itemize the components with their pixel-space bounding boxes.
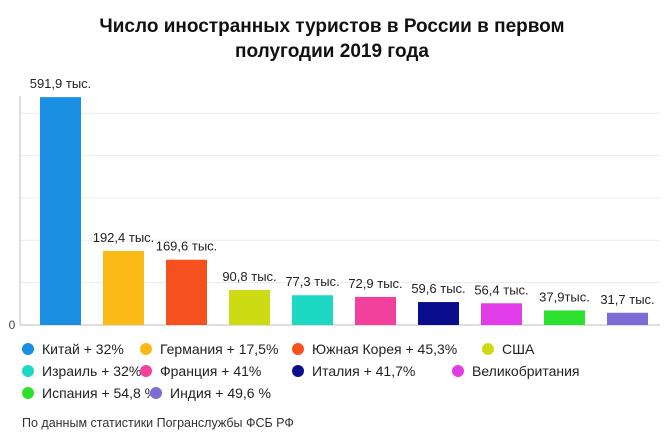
legend-item: Великобритания	[452, 363, 632, 379]
chart-title-line-2: полугодии 2019 года	[235, 41, 429, 62]
legend-item: Франция + 41%	[140, 363, 292, 379]
legend-item: Испания + 54,8 %	[22, 385, 157, 401]
legend-item: США	[482, 341, 632, 357]
legend-color-dot	[292, 343, 304, 355]
legend-label: Великобритания	[472, 363, 580, 379]
bar-value-label: 56,4 тыс.	[474, 282, 528, 297]
bar-8	[481, 303, 522, 325]
bar-2	[103, 250, 144, 325]
legend-color-dot	[452, 365, 464, 377]
bar-1	[40, 97, 81, 325]
bar-7	[418, 302, 459, 325]
source-note: По данным статистики Погранслужбы ФСБ РФ	[22, 416, 294, 430]
legend-color-dot	[140, 365, 152, 377]
bar-9	[544, 310, 585, 325]
legend-item: Южная Корея + 45,3%	[292, 341, 482, 357]
bar-value-label: 72,9 тыс.	[348, 276, 402, 291]
bar-value-label: 90,8 тыс.	[222, 269, 276, 284]
legend-color-dot	[292, 365, 304, 377]
legend-label: Италия + 41,7%	[312, 363, 416, 379]
bar-4	[229, 290, 270, 325]
legend-item: Китай + 32%	[22, 341, 140, 357]
bar-5	[292, 295, 333, 325]
legend-label: США	[502, 341, 535, 357]
legend-item: Индия + 49,6 %	[150, 385, 350, 401]
legend-label: Испания + 54,8 %	[42, 385, 158, 401]
legend-label: Южная Корея + 45,3%	[312, 341, 458, 357]
legend-color-dot	[22, 365, 34, 377]
legend-color-dot	[22, 343, 34, 355]
chart-title: Число иностранных туристов в России в пе…	[0, 14, 664, 64]
bar-10	[607, 312, 648, 325]
bar-value-label: 59,6 тыс.	[411, 281, 465, 296]
y-tick-label: 0	[9, 318, 16, 332]
bar-value-label: 37,9тыс.	[539, 289, 590, 304]
legend-item: Италия + 41,7%	[292, 363, 452, 379]
legend-row: Израиль + 32% Франция + 41% Италия + 41,7%…	[22, 360, 652, 382]
legend-color-dot	[482, 343, 494, 355]
legend-row: Китай + 32% Германия + 17,5% Южная Корея +…	[22, 338, 652, 360]
chart-title-line-1: Число иностранных туристов в России в пе…	[99, 16, 565, 37]
legend-label: Израиль + 32%	[42, 363, 142, 379]
legend-label: Франция + 41%	[160, 363, 262, 379]
chart-legend: Китай + 32% Германия + 17,5% Южная Корея +…	[22, 338, 652, 404]
bar-6	[355, 296, 396, 325]
legend-color-dot	[140, 343, 152, 355]
bar-value-label: 169,6 тыс.	[156, 239, 218, 254]
legend-color-dot	[22, 387, 34, 399]
legend-color-dot	[150, 387, 162, 399]
legend-item: Израиль + 32%	[22, 363, 142, 379]
legend-item: Германия + 17,5%	[140, 341, 292, 357]
bar-value-label: 31,7 тыс.	[600, 292, 654, 307]
bar-value-label: 77,3 тыс.	[285, 274, 339, 289]
bar-value-label: 591,9 тыс.	[30, 76, 92, 91]
bar-3	[166, 259, 207, 325]
legend-row: Испания + 54,8 % Индия + 49,6 %	[22, 382, 652, 404]
legend-label: Индия + 49,6 %	[170, 385, 271, 401]
bar-value-label: 192,4 тыс.	[93, 230, 155, 245]
bar-chart: 0 591,9 тыс. 192,4 тыс.169,6 тыс. 90,8 тыс.…	[9, 76, 660, 332]
legend-label: Германия + 17,5%	[160, 341, 279, 357]
legend-label: Китай + 32%	[42, 341, 124, 357]
